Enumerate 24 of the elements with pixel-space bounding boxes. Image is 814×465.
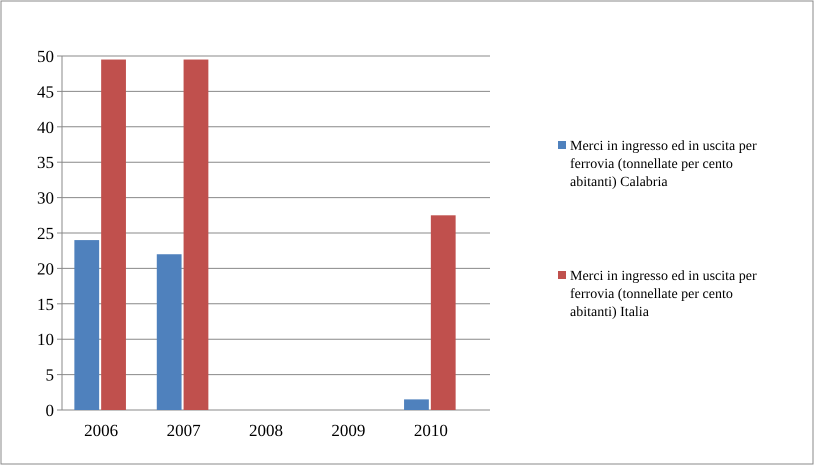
- x-tick-label: 2008: [249, 421, 283, 440]
- x-tick-label: 2010: [414, 421, 448, 440]
- bar: [430, 215, 456, 410]
- y-tick-label: 35: [37, 153, 54, 172]
- y-tick-label: 0: [46, 400, 54, 420]
- x-tick-label: 2007: [166, 421, 202, 440]
- x-tick-label: 2009: [331, 421, 366, 440]
- bar: [101, 60, 126, 410]
- legend-label: Merci in ingresso ed in uscita per ferrovia (tonnellate per cento abitanti) Calabria: [570, 139, 757, 190]
- x-tick-label: 2006: [84, 421, 118, 440]
- y-tick-label: 20: [37, 259, 54, 278]
- y-tick-label: 40: [37, 118, 54, 137]
- y-tick-label: 45: [37, 82, 54, 102]
- y-tick-label: 15: [37, 294, 54, 314]
- legend-label: Merci in ingresso ed in uscita per ferrovia (tonnellate per cento abitanti) Italia: [570, 269, 757, 320]
- bar: [184, 60, 208, 410]
- y-tick-label: 25: [37, 224, 54, 243]
- y-tick-label: 50: [37, 46, 54, 66]
- y-tick-label: 10: [37, 330, 54, 350]
- bar: [156, 254, 182, 410]
- y-tick-label: 30: [37, 188, 54, 208]
- bar: [404, 399, 429, 410]
- y-tick-label: 5: [46, 366, 54, 385]
- bar: [74, 240, 100, 410]
